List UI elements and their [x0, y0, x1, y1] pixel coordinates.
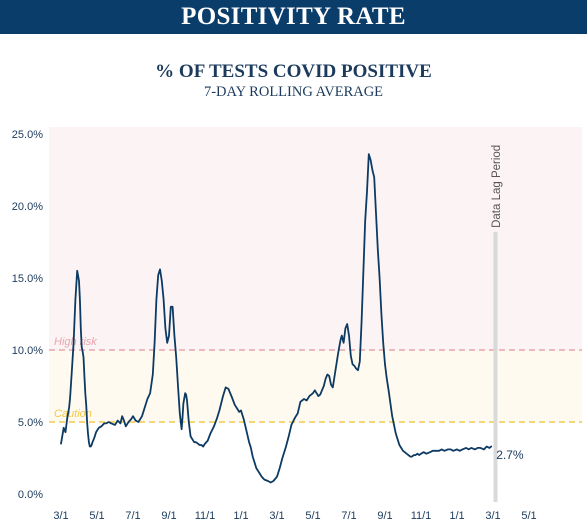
- page-banner: POSITIVITY RATE: [0, 0, 587, 34]
- x-tick-label: 3/1: [53, 510, 68, 522]
- y-tick-label: 10.0%: [12, 345, 43, 357]
- x-tick-label: 7/1: [341, 510, 356, 522]
- x-tick-label: 11/1: [411, 510, 432, 522]
- positivity-line: [60, 153, 493, 484]
- last-value-label: 2.7%: [496, 448, 524, 462]
- x-tick-label: 5/1: [521, 510, 536, 522]
- x-tick-label: 7/1: [125, 510, 140, 522]
- x-tick-label: 5/1: [89, 510, 104, 522]
- chart-subtitle: 7-DAY ROLLING AVERAGE: [203, 84, 384, 100]
- y-tick-label: 0.0%: [18, 489, 43, 501]
- data-lag-bar: [493, 231, 498, 503]
- x-tick-label: 9/1: [161, 510, 176, 522]
- y-tick-label: 25.0%: [12, 129, 43, 141]
- x-tick-label: 3/1: [485, 510, 500, 522]
- y-tick-label: 20.0%: [12, 201, 43, 213]
- x-tick-label: 1/1: [449, 510, 464, 522]
- caution-zone: [49, 350, 582, 422]
- x-tick-label: 11/1: [195, 510, 216, 522]
- x-tick-label: 3/1: [269, 510, 284, 522]
- y-tick-label: 5.0%: [18, 417, 43, 429]
- y-tick-label: 15.0%: [12, 273, 43, 285]
- chart-title: % OF TESTS COVID POSITIVE: [155, 61, 432, 82]
- high-risk-label: High risk: [54, 336, 97, 348]
- caution-label: Caution: [54, 408, 92, 420]
- high-risk-zone: [49, 127, 582, 350]
- x-tick-label: 5/1: [305, 510, 320, 522]
- x-tick-label: 1/1: [233, 510, 248, 522]
- data-lag-label: Data Lag Period: [491, 145, 503, 228]
- x-tick-label: 9/1: [377, 510, 392, 522]
